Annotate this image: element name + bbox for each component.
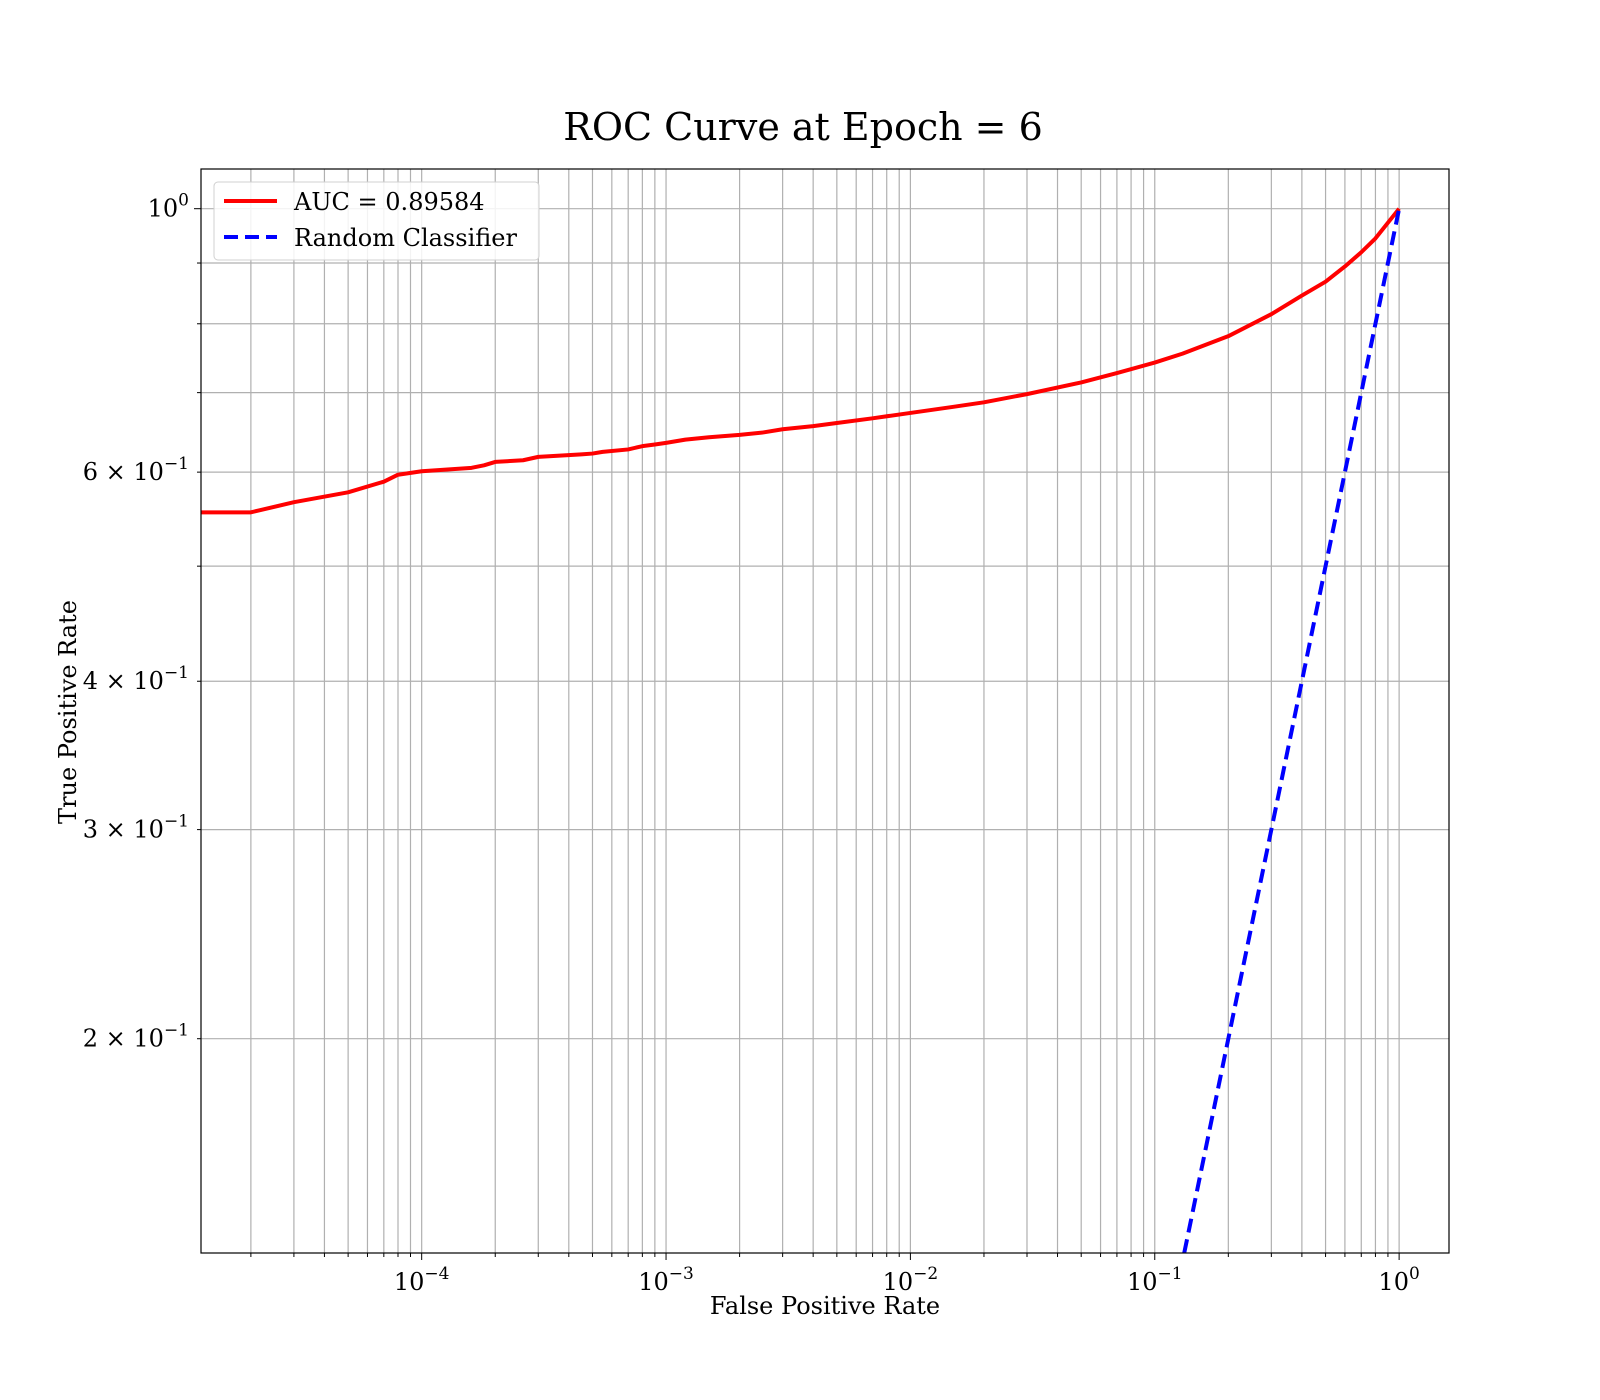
legend-label-auc: AUC = 0.89584: [293, 188, 485, 216]
chart-title: ROC Curve at Epoch = 6: [563, 105, 1043, 149]
legend-label-random: Random Classifier: [294, 224, 517, 252]
x-tick-label: 10−4: [394, 1264, 450, 1296]
tick-layer: 10−4 10−3 10−2 10−1 100 100 6 × 10−1 4 × 10−1 3 …: [83, 191, 1420, 1296]
y-tick-label: 100: [148, 191, 189, 223]
x-tick-label: 10−3: [638, 1264, 694, 1296]
y-tick-label: 3 × 10−1: [83, 812, 189, 844]
x-tick-label: 10−1: [1127, 1264, 1183, 1296]
y-tick-label: 4 × 10−1: [83, 663, 189, 695]
grid-layer: [201, 169, 1449, 1253]
x-axis-label: False Positive Rate: [710, 1292, 940, 1320]
y-tick-label: 6 × 10−1: [83, 454, 189, 486]
series-layer: [201, 207, 1402, 1253]
y-axis-label: True Positive Rate: [54, 600, 82, 824]
legend: AUC = 0.89584 Random Classifier: [213, 181, 540, 261]
series-line-random-classifier: [1182, 208, 1402, 1253]
plot-frame: [200, 168, 1450, 1254]
legend-box: [213, 181, 540, 261]
series-line-auc: [201, 207, 1401, 515]
x-tick-label: 10−2: [883, 1264, 939, 1296]
y-tick-label: 2 × 10−1: [83, 1021, 189, 1053]
x-tick-label: 100: [1378, 1264, 1419, 1296]
